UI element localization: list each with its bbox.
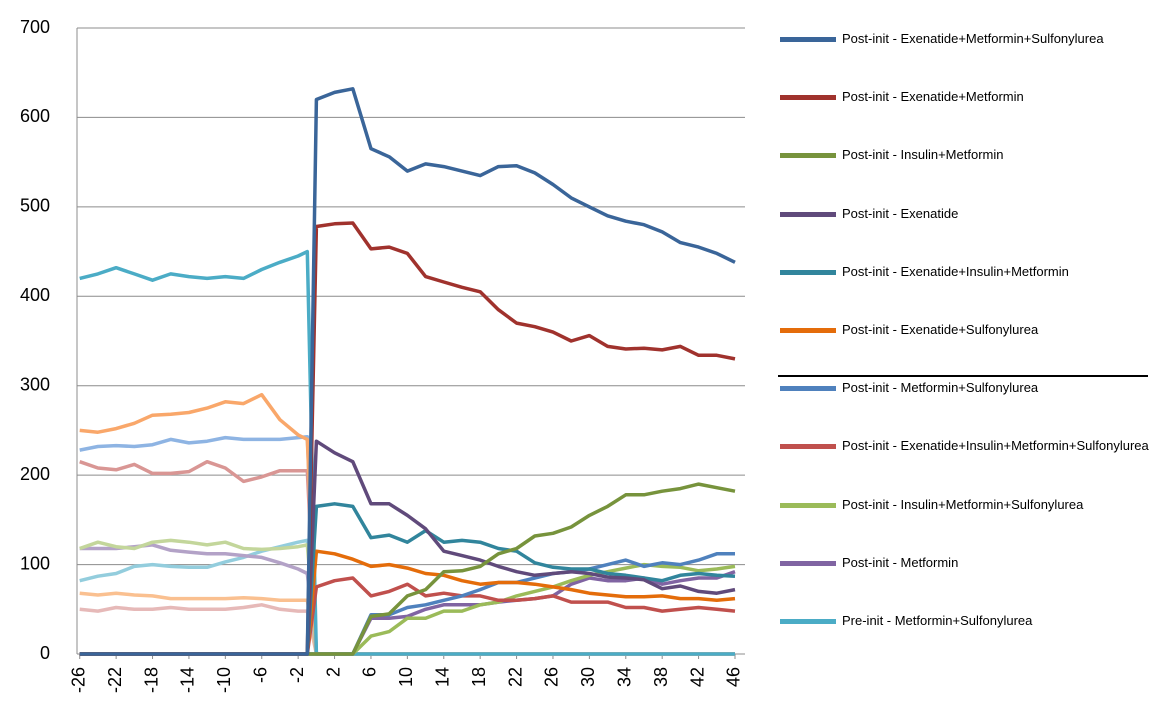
y-tick-label: 600 — [20, 106, 50, 126]
legend-entry: Post-init - Metformin — [780, 554, 1160, 572]
y-tick-label: 200 — [20, 464, 50, 484]
series-line — [79, 87, 736, 656]
legend-entry: Post-init - Insulin+Metformin — [780, 146, 1160, 164]
legend-label: Post-init - Metformin — [842, 554, 959, 570]
x-tick-label: 18 — [469, 667, 489, 687]
legend-swatch — [780, 560, 836, 566]
legend-label: Post-init - Metformin+Sulfonylurea — [842, 380, 1039, 396]
legend-swatch — [780, 444, 836, 450]
x-tick-label: 22 — [505, 667, 525, 687]
legend-entry: Pre-init - Metformin+Sulfonylurea — [780, 612, 1160, 630]
y-tick-label: 400 — [20, 285, 50, 305]
legend-label: Post-init - Exenatide+Metformin — [842, 89, 1024, 105]
legend-entry: Post-init - Metformin+Sulfonylurea — [780, 379, 1160, 397]
legend-label: Post-init - Insulin+Metformin — [842, 147, 1004, 163]
x-tick-label: -10 — [214, 667, 234, 693]
series-line — [79, 249, 735, 656]
series-line — [79, 221, 736, 656]
x-tick-label: -14 — [178, 667, 198, 693]
x-tick-label: -2 — [287, 667, 307, 683]
legend-swatch — [780, 328, 836, 333]
y-tick-label: 100 — [20, 553, 50, 573]
legend-separator — [778, 375, 1148, 377]
legend-entry: Post-init - Exenatide+Sulfonylurea — [780, 321, 1160, 339]
x-tick-label: 30 — [578, 667, 598, 687]
y-tick-label: 700 — [20, 17, 50, 37]
legend-swatch — [780, 211, 836, 217]
legend-entry: Post-init - Exenatide+Insulin+Metformin+… — [780, 437, 1160, 455]
legend-entry: Post-init - Exenatide — [780, 205, 1160, 223]
legend-label: Post-init - Exenatide+Insulin+Metformin — [842, 263, 1069, 279]
legend-label: Post-init - Insulin+Metformin+Sulfonylur… — [842, 496, 1084, 512]
legend-swatch — [780, 37, 836, 42]
x-tick-label: 10 — [396, 667, 416, 687]
x-tick-label: 26 — [542, 667, 562, 687]
legend-swatch — [780, 95, 836, 101]
x-tick-label: 38 — [651, 667, 671, 687]
series-line — [79, 459, 735, 656]
x-tick-label: -22 — [105, 667, 125, 693]
series-line — [79, 434, 735, 656]
y-tick-label: 500 — [20, 196, 50, 216]
legend-entry: Post-init - Exenatide+Metformin+Sulfonyl… — [780, 30, 1160, 48]
x-tick-label: 6 — [360, 667, 380, 677]
x-tick-label: -6 — [250, 667, 270, 683]
x-tick-label: 46 — [724, 667, 744, 687]
x-tick-label: 34 — [615, 667, 635, 687]
legend-label: Pre-init - Metformin+Sulfonylurea — [842, 613, 1033, 628]
x-tick-label: 42 — [687, 667, 707, 687]
x-tick-label: -26 — [68, 667, 88, 693]
x-tick-label: -18 — [141, 667, 161, 693]
legend-entry: Post-init - Insulin+Metformin+Sulfonylur… — [780, 496, 1160, 514]
y-tick-label: 300 — [20, 374, 50, 394]
legend-label: Post-init - Exenatide — [842, 205, 959, 221]
legend-swatch — [780, 619, 836, 624]
legend-swatch — [780, 269, 836, 275]
series-line — [79, 603, 735, 656]
legend-entry: Post-init - Exenatide+Insulin+Metformin — [780, 263, 1160, 281]
y-tick-label: 0 — [40, 643, 50, 663]
x-tick-label: 2 — [323, 667, 343, 677]
x-tick-label: 14 — [433, 667, 453, 687]
legend-swatch — [780, 502, 836, 508]
legend-entry: Post-init - Exenatide+Metformin — [780, 88, 1160, 106]
legend-swatch — [780, 386, 836, 392]
legend-label: Post-init - Exenatide+Sulfonylurea — [842, 322, 1039, 337]
series-line — [79, 591, 735, 656]
legend-label: Post-init - Exenatide+Insulin+Metformin+… — [842, 438, 1149, 454]
legend-label: Post-init - Exenatide+Metformin+Sulfonyl… — [842, 31, 1104, 46]
legend-swatch — [780, 153, 836, 159]
